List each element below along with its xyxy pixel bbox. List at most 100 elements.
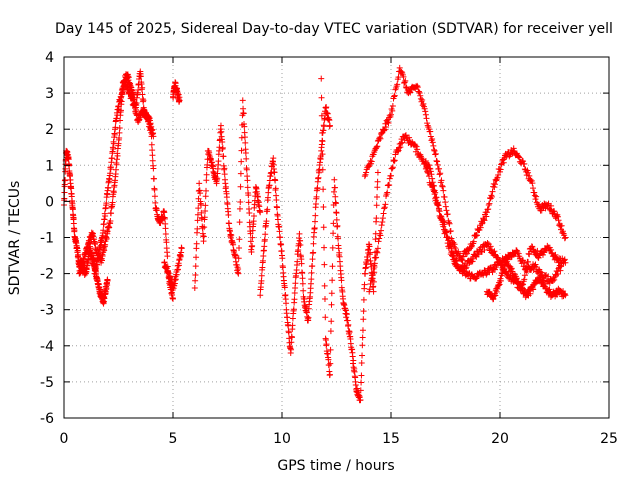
data-point-marker [434,158,441,165]
data-point-marker [274,204,281,211]
data-point-marker [291,296,298,303]
data-point-marker [137,114,144,121]
data-point-marker [422,157,429,164]
data-point-marker [384,189,391,196]
data-point-marker [328,290,335,297]
data-point-marker [516,154,523,161]
data-point-marker [438,217,445,224]
y-tick-label: -6 [40,411,54,427]
data-point-marker [516,253,523,260]
data-point-marker [191,285,198,292]
data-point-marker [491,248,498,255]
data-point-marker [423,164,430,171]
data-point-marker [320,203,327,210]
data-point-marker [114,152,121,159]
data-point-marker [470,238,477,245]
data-point-marker [260,252,267,259]
data-point-marker [149,152,156,159]
data-point-marker [551,276,558,283]
data-point-marker [373,215,380,222]
data-point-marker [536,268,543,275]
data-point-marker [139,84,146,91]
data-point-marker [288,339,295,346]
data-point-marker [472,232,479,239]
data-point-marker [433,157,440,164]
data-point-marker [324,110,331,117]
data-point-marker [288,346,295,353]
data-point-marker [196,180,203,187]
data-point-marker [443,207,450,214]
data-point-marker [521,260,528,267]
data-point-marker [515,153,522,160]
data-point-marker [236,245,243,252]
data-point-marker [170,295,176,302]
data-point-marker [283,300,290,307]
data-point-marker [374,249,381,256]
data-point-marker [423,115,430,122]
data-point-marker [331,176,338,183]
data-point-marker [244,184,251,191]
data-point-marker [431,191,438,198]
data-point-marker [374,245,381,252]
data-point-marker [396,144,403,151]
data-point-marker [527,176,534,183]
data-point-marker [172,80,179,87]
data-point-marker [462,265,469,272]
data-point-marker [101,216,108,223]
data-point-marker [544,202,551,209]
data-point-marker [429,175,436,182]
data-point-marker [221,165,228,172]
data-point-marker [481,217,488,224]
data-point-marker [530,246,537,253]
data-point-marker [381,204,388,211]
data-point-marker [323,104,330,111]
data-point-marker [386,182,393,189]
data-point-marker [150,165,157,172]
data-point-marker [148,133,155,140]
data-point-marker [321,296,328,303]
data-point-marker [236,205,243,212]
data-point-marker [492,292,499,299]
data-point-marker [293,266,300,273]
data-point-marker [110,140,117,147]
data-point-marker [485,206,492,213]
data-point-marker [481,246,488,253]
data-point-marker [362,270,369,277]
data-point-marker [145,116,152,123]
data-point-marker [459,257,466,264]
data-point-marker [192,272,199,279]
data-point-marker [202,202,209,209]
data-point-marker [354,385,361,392]
data-point-marker [276,228,283,235]
data-point-marker [557,267,564,274]
data-point-marker [518,287,525,294]
data-point-marker [433,194,440,201]
x-tick-label: 25 [600,431,618,447]
data-point-marker [192,263,199,270]
data-point-marker [425,169,432,176]
data-point-marker [151,186,158,193]
data-point-marker [357,396,364,403]
data-point-marker [425,173,432,180]
data-point-marker [289,315,296,322]
data-point-marker [374,169,381,176]
data-point-marker [368,158,375,165]
data-point-marker [200,232,207,239]
data-point-marker [216,144,223,151]
data-point-marker [520,281,527,288]
data-point-marker [151,175,158,182]
data-point-marker [220,153,227,160]
data-point-marker [203,177,210,184]
data-point-marker [429,135,436,142]
data-point-marker [193,240,200,247]
data-point-marker [112,124,119,131]
data-point-marker [526,172,533,179]
data-point-marker [442,203,449,210]
data-point-marker [210,163,217,170]
data-point-marker [518,285,525,292]
data-point-marker [129,95,136,102]
data-point-marker [219,139,226,146]
data-point-marker [248,248,255,255]
data-point-marker [318,112,325,119]
data-point-marker [448,249,455,256]
